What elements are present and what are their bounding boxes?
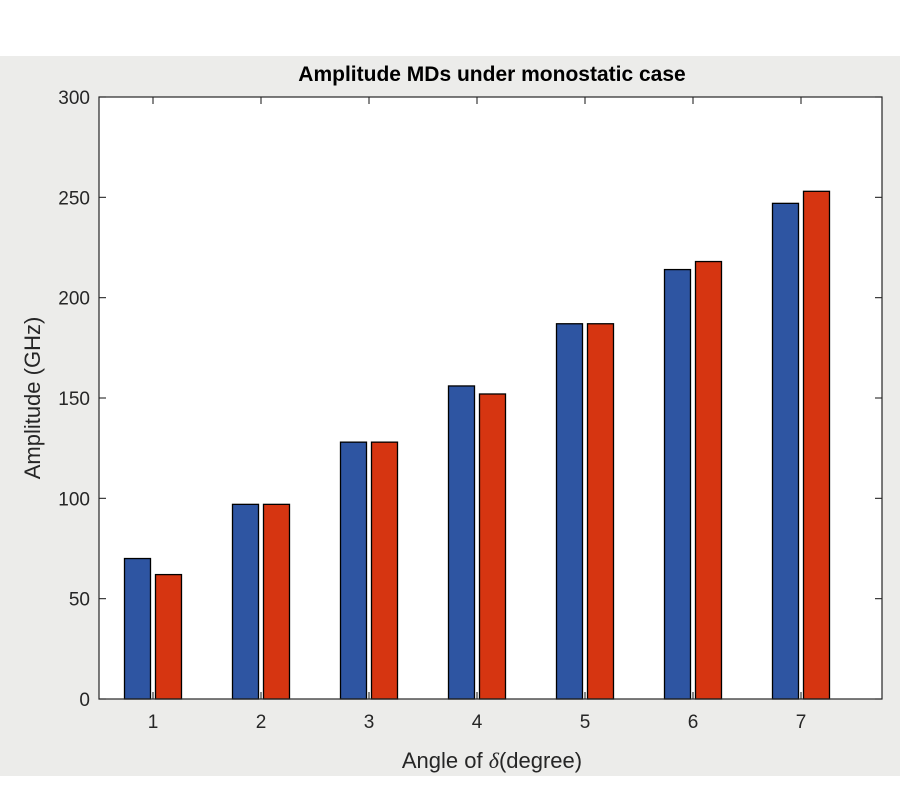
y-tick-label: 300 [58,88,90,109]
ticks-group: 0 50 100 150 200 250 300 1 2 3 4 5 6 7 [58,88,882,733]
chart-title: Amplitude MDs under monostatic case [298,63,685,86]
bar-series-1-7 [771,202,800,700]
x-tick-label: 7 [796,712,807,733]
x-tick-label: 5 [580,712,591,733]
y-tick-label: 50 [69,590,90,611]
x-tick-label: 6 [688,712,699,733]
y-tick-label: 250 [58,188,90,209]
bar-series-1-3 [339,441,368,700]
y-tick-label: 100 [58,489,90,510]
x-axis-title: Angle of δ(degree) [402,748,582,773]
x-axis-title-symbol: δ [489,748,500,773]
bar-series-1-2 [231,503,260,700]
bar-series-2-2 [262,503,291,700]
x-tick-label: 3 [364,712,375,733]
x-axis-title-prefix: Angle of [402,748,489,773]
bar-series-1-1 [123,557,152,700]
y-tick-label: 0 [79,690,90,711]
x-tick-label: 2 [256,712,267,733]
bar-series-2-6 [694,260,723,700]
bar-series-2-1 [154,573,183,700]
bar-series-2-3 [370,441,399,700]
x-tick-label: 1 [148,712,159,733]
bar-series-2-5 [586,323,615,700]
y-axis-title: Amplitude (GHz) [20,317,45,480]
x-tick-label: 4 [472,712,483,733]
bar-series-2-4 [478,393,507,700]
bar-series-1-4 [447,385,476,700]
bar-series-2-7 [802,190,831,700]
y-tick-label: 200 [58,289,90,310]
bar-series-1-5 [555,323,584,700]
bars-group [123,190,831,700]
y-tick-label: 150 [58,389,90,410]
x-axis-title-suffix: (degree) [499,748,582,773]
bar-series-1-6 [663,268,692,700]
